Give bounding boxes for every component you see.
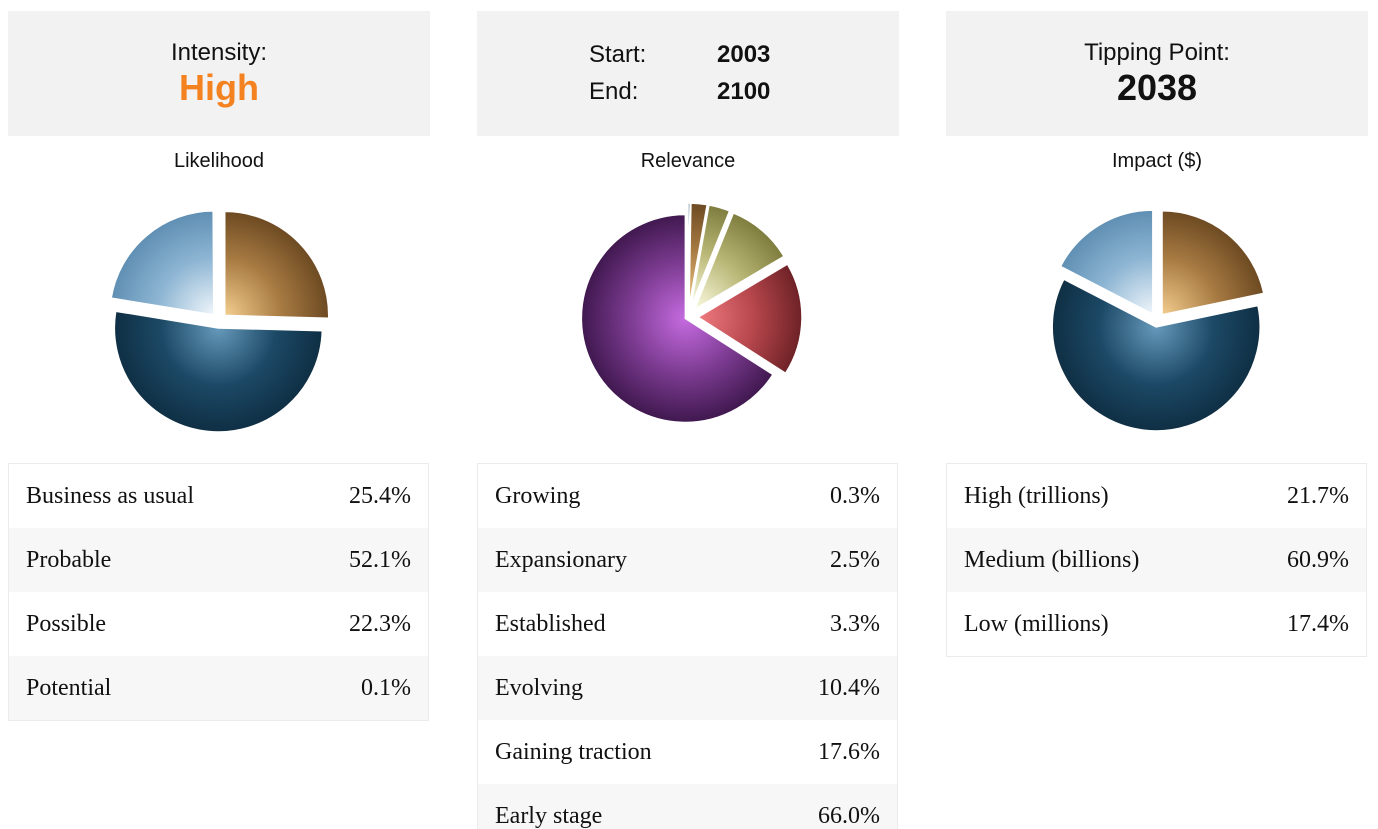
end-label: End: bbox=[589, 78, 639, 105]
relevance-pie-wrap bbox=[477, 173, 899, 463]
relevance-chart-title: Relevance bbox=[640, 150, 736, 172]
pie-slice-high-trillions bbox=[1161, 210, 1265, 316]
tipping-point-card: Tipping Point: 2038 bbox=[946, 11, 1368, 136]
row-label-possible: Possible bbox=[26, 610, 107, 637]
row-label-established: Established bbox=[495, 610, 606, 637]
impact-pie-chart bbox=[1051, 209, 1265, 432]
pie-slice-business-as-usual bbox=[223, 210, 330, 319]
pie-slice-potential bbox=[217, 208, 220, 314]
row-label-low-millions: Low (millions) bbox=[964, 610, 1109, 637]
impact-column: Tipping Point: 2038 Impact ($) High (tri… bbox=[946, 11, 1368, 657]
row-value: 0.1% bbox=[361, 674, 411, 701]
table-row: Established 3.3% bbox=[478, 592, 897, 656]
row-value: 10.4% bbox=[818, 674, 880, 701]
relevance-column: Start: 2003 End: 2100 Relevance Growing 0… bbox=[477, 11, 899, 829]
end-value: 2100 bbox=[717, 78, 771, 105]
row-value: 22.3% bbox=[349, 610, 411, 637]
table-row: Early stage 66.0% bbox=[478, 784, 897, 829]
start-label: Start: bbox=[589, 41, 647, 68]
likelihood-chart-title: Likelihood bbox=[173, 150, 265, 172]
row-value: 25.4% bbox=[349, 482, 411, 509]
start-value: 2003 bbox=[717, 41, 771, 68]
pie-slice-low-millions bbox=[1059, 209, 1154, 316]
likelihood-table: Business as usual 25.4% Probable 52.1% Possi… bbox=[8, 463, 429, 721]
row-value: 0.3% bbox=[830, 482, 880, 509]
impact-table: High (trillions) 21.7% Medium (billions) 60… bbox=[946, 463, 1367, 657]
table-row: Potential 0.1% bbox=[9, 656, 428, 720]
row-label-probable: Probable bbox=[26, 546, 112, 573]
row-label-medium-billions: Medium (billions) bbox=[964, 546, 1140, 573]
row-label-early-stage: Early stage bbox=[495, 802, 603, 829]
pie-slice-possible bbox=[110, 210, 215, 316]
pie-slice-probable bbox=[113, 310, 324, 433]
table-row: Growing 0.3% bbox=[478, 464, 897, 528]
period-grid: Start: 2003 End: 2100 bbox=[589, 41, 787, 106]
row-label-business-as-usual: Business as usual bbox=[26, 482, 194, 509]
period-card: Start: 2003 End: 2100 bbox=[477, 11, 899, 136]
row-label-evolving: Evolving bbox=[495, 674, 583, 701]
pie-slice-evolving bbox=[692, 211, 786, 312]
pie-slice-gaining-traction bbox=[696, 263, 803, 375]
intensity-label: Intensity: bbox=[170, 38, 268, 66]
row-label-expansionary: Expansionary bbox=[495, 546, 627, 573]
likelihood-column: Intensity: High Likelihood Business as u… bbox=[8, 11, 430, 721]
impact-chart-title: Impact ($) bbox=[1111, 150, 1203, 172]
table-row: Gaining traction 17.6% bbox=[478, 720, 897, 784]
table-row: High (trillions) 21.7% bbox=[947, 464, 1366, 528]
pie-slice-early-stage bbox=[580, 213, 774, 424]
row-label-gaining-traction: Gaining traction bbox=[495, 738, 652, 765]
row-value: 60.9% bbox=[1287, 546, 1349, 573]
pie-slice-medium-billions bbox=[1051, 278, 1261, 432]
impact-pie-wrap bbox=[946, 173, 1368, 463]
tipping-point-label: Tipping Point: bbox=[1084, 38, 1230, 66]
likelihood-pie-chart bbox=[110, 208, 330, 433]
table-row: Low (millions) 17.4% bbox=[947, 592, 1366, 656]
row-value: 2.5% bbox=[830, 546, 880, 573]
table-row: Possible 22.3% bbox=[9, 592, 428, 656]
likelihood-pie-wrap bbox=[8, 173, 430, 463]
table-row: Expansionary 2.5% bbox=[478, 528, 897, 592]
row-label-high-trillions: High (trillions) bbox=[964, 482, 1109, 509]
pie-slice-expansionary bbox=[688, 202, 709, 308]
table-row: Probable 52.1% bbox=[9, 528, 428, 592]
row-label-potential: Potential bbox=[26, 674, 112, 701]
table-row: Evolving 10.4% bbox=[478, 656, 897, 720]
row-value: 17.6% bbox=[818, 738, 880, 765]
intensity-value: High bbox=[179, 66, 259, 108]
relevance-pie-chart bbox=[580, 202, 803, 424]
intensity-card: Intensity: High bbox=[8, 11, 430, 136]
row-value: 21.7% bbox=[1287, 482, 1349, 509]
row-value: 66.0% bbox=[818, 802, 880, 829]
table-row: Medium (billions) 60.9% bbox=[947, 528, 1366, 592]
table-row: Business as usual 25.4% bbox=[9, 464, 428, 528]
row-value: 17.4% bbox=[1287, 610, 1349, 637]
row-label-growing: Growing bbox=[495, 482, 581, 509]
pie-slice-established bbox=[690, 204, 731, 308]
pie-slice-growing bbox=[687, 202, 691, 308]
row-value: 3.3% bbox=[830, 610, 880, 637]
relevance-table: Growing 0.3% Expansionary 2.5% Established 3.… bbox=[477, 463, 898, 829]
tipping-point-value: 2038 bbox=[1116, 66, 1198, 108]
row-value: 52.1% bbox=[349, 546, 411, 573]
